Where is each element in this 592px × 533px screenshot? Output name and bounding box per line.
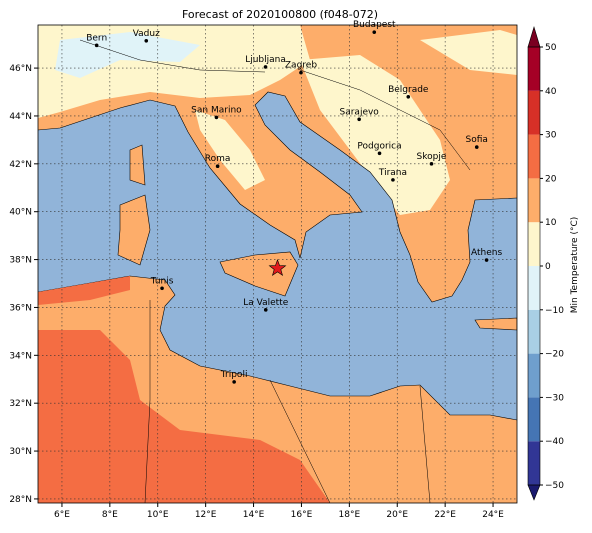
x-tick-label: 12°E xyxy=(195,510,217,520)
colorbar-tick-label: 50 xyxy=(545,43,557,53)
colorbar-tick-label: 40 xyxy=(545,87,557,97)
city-label: San Marino xyxy=(191,105,242,115)
city-label: La Valette xyxy=(243,298,288,308)
coastline xyxy=(38,91,517,421)
y-tick-label: 44°N xyxy=(9,112,32,122)
city-label: Bern xyxy=(86,33,107,43)
city-label: Zagreb xyxy=(285,61,317,71)
city-label: Tripoli xyxy=(220,370,248,380)
city-label: Ljubljana xyxy=(245,55,286,65)
warm-coast xyxy=(38,276,130,305)
colorbar-tick-label: −50 xyxy=(545,481,564,491)
x-tick-label: 18°E xyxy=(339,510,361,520)
y-tick-label: 40°N xyxy=(9,208,32,218)
city-dot xyxy=(263,308,268,312)
city-dot xyxy=(474,145,479,149)
city-dot xyxy=(160,286,164,291)
city-dot xyxy=(215,164,220,169)
colorbar-band xyxy=(528,134,540,179)
city-dot xyxy=(357,117,361,122)
city-label: Vaduz xyxy=(133,29,160,39)
location-marker xyxy=(268,259,287,277)
city-dot xyxy=(429,162,434,166)
x-tick-label: 16°E xyxy=(291,510,313,520)
city-dot xyxy=(377,151,382,156)
colorbar-band xyxy=(528,90,540,135)
y-tick-label: 46°N xyxy=(9,64,32,74)
colorbar-band xyxy=(528,353,540,398)
x-tick-label: 24°E xyxy=(482,510,504,520)
colorbar-tick-label: 30 xyxy=(545,131,557,141)
colorbar-label: Min Temperature (°C) xyxy=(570,217,580,314)
x-tick-label: 20°E xyxy=(386,510,408,520)
y-tick-label: 32°N xyxy=(9,399,32,409)
warm-land xyxy=(38,330,330,503)
title: Forecast of 2020100800 (f048-072) xyxy=(182,8,378,21)
city-label: Sarajevo xyxy=(340,107,380,117)
colorbar-tick-label: 10 xyxy=(545,218,557,228)
city-label: Athens xyxy=(471,248,502,258)
x-tick-label: 8°E xyxy=(102,510,118,520)
y-tick-label: 28°N xyxy=(9,495,32,505)
x-tick-label: 14°E xyxy=(243,510,265,520)
map-frame xyxy=(37,24,518,504)
y-tick-label: 36°N xyxy=(9,303,32,313)
city-dot xyxy=(391,178,395,182)
colorbar-tick-label: −10 xyxy=(545,306,564,316)
x-tick-label: 22°E xyxy=(434,510,456,520)
city-dot xyxy=(214,115,219,120)
city-dot xyxy=(406,95,411,99)
colorbar-band xyxy=(528,47,540,91)
city-label: Belgrade xyxy=(388,85,429,95)
colorbar-band xyxy=(528,441,540,485)
colorbar-tick-label: −30 xyxy=(545,393,564,403)
y-tick-label: 30°N xyxy=(9,447,32,457)
city-label: Tunis xyxy=(150,276,174,286)
colorbar-tick-label: −20 xyxy=(545,350,564,360)
corsica xyxy=(129,144,146,186)
y-tick-label: 42°N xyxy=(9,160,32,170)
city-dot xyxy=(484,258,489,262)
y-tick-label: 34°N xyxy=(9,351,32,361)
colorbar-band xyxy=(528,397,540,442)
colorbar-band xyxy=(528,309,540,354)
city-dot xyxy=(263,65,268,69)
colorbar-band xyxy=(528,266,540,310)
colorbar-band xyxy=(528,222,540,266)
colorbar-tick-label: 0 xyxy=(545,262,551,272)
city-dot xyxy=(372,30,377,34)
balkans xyxy=(300,55,450,215)
city-label: Tirana xyxy=(378,168,407,178)
x-tick-label: 10°E xyxy=(147,510,169,520)
city-dot xyxy=(94,43,99,48)
colorbar-tick-label: −40 xyxy=(545,437,564,447)
city-label: Roma xyxy=(205,154,231,164)
colorbar-tick-label: 20 xyxy=(545,174,557,184)
city-label: Budapest xyxy=(353,20,396,30)
sardinia xyxy=(117,194,151,266)
city-dot xyxy=(144,38,149,43)
x-tick-label: 6°E xyxy=(54,510,70,520)
city-dot xyxy=(232,380,236,384)
apennines xyxy=(195,110,265,190)
colorbar-under xyxy=(527,484,541,501)
crete xyxy=(474,317,517,331)
city-label: Podgorica xyxy=(357,141,401,151)
colorbar-over xyxy=(527,25,541,48)
colorbar-band xyxy=(528,178,540,223)
city-dot xyxy=(299,70,303,75)
borders xyxy=(79,39,471,503)
y-tick-label: 38°N xyxy=(9,256,32,266)
city-label: Sofia xyxy=(466,135,488,145)
city-label: Skopje xyxy=(417,152,447,162)
